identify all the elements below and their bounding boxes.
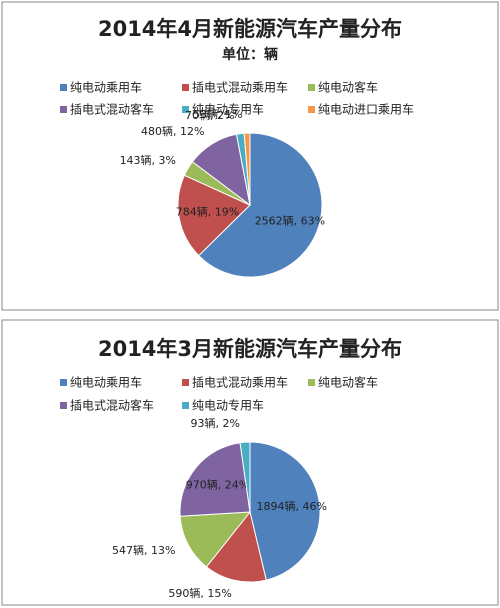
pie-slice (179, 511, 252, 568)
pie-slice (198, 132, 323, 278)
data-label: 1894辆, 46% (256, 499, 326, 513)
legend-swatch (308, 379, 315, 386)
data-label: 590辆, 15% (168, 586, 231, 600)
chart-title: 2014年4月新能源汽车产量分布 (98, 17, 402, 41)
legend-swatch (308, 84, 315, 91)
legend-swatch (182, 379, 189, 386)
data-label: 53辆, 1% (193, 107, 242, 121)
legend-label: 纯电动乘用车 (70, 375, 142, 390)
pie-slice (179, 442, 251, 517)
legend-swatch (60, 84, 67, 91)
pie-slice (243, 132, 251, 206)
legend-swatch (182, 106, 189, 113)
data-label: 93辆, 2% (191, 416, 240, 430)
legend-label: 纯电动乘用车 (70, 80, 142, 95)
legend-swatch (60, 402, 67, 409)
pie-slice (205, 510, 267, 583)
legend-label: 插电式混动客车 (70, 398, 154, 413)
legend-label: 插电式混动客车 (70, 102, 154, 117)
data-label: 143辆, 3% (120, 153, 176, 167)
legend-swatch (182, 84, 189, 91)
legend-swatch (182, 402, 189, 409)
legend-label: 插电式混动乘用车 (192, 80, 288, 95)
data-label: 547辆, 13% (112, 543, 175, 557)
pie-slice (239, 441, 251, 513)
legend-swatch (60, 106, 67, 113)
data-label: 70辆, 2% (185, 108, 234, 122)
pie-slice (177, 174, 251, 257)
legend-label: 插电式混动乘用车 (192, 375, 288, 390)
data-label: 970辆, 24% (186, 477, 249, 491)
pie-slice (249, 441, 321, 581)
data-label: 480辆, 12% (141, 124, 204, 138)
data-label: 2562辆, 63% (255, 214, 325, 228)
legend-label: 纯电动客车 (318, 375, 378, 390)
legend-label: 纯电动专用车 (192, 102, 264, 117)
data-label: 784辆, 19% (176, 205, 239, 219)
legend-label: 纯电动专用车 (192, 398, 264, 413)
legend-swatch (308, 106, 315, 113)
legend-label: 纯电动客车 (318, 80, 378, 95)
legend-label: 纯电动进口乘用车 (318, 102, 414, 117)
chart-subtitle: 单位：辆 (222, 46, 278, 63)
legend-swatch (60, 379, 67, 386)
chart-title: 2014年3月新能源汽车产量分布 (98, 337, 402, 361)
